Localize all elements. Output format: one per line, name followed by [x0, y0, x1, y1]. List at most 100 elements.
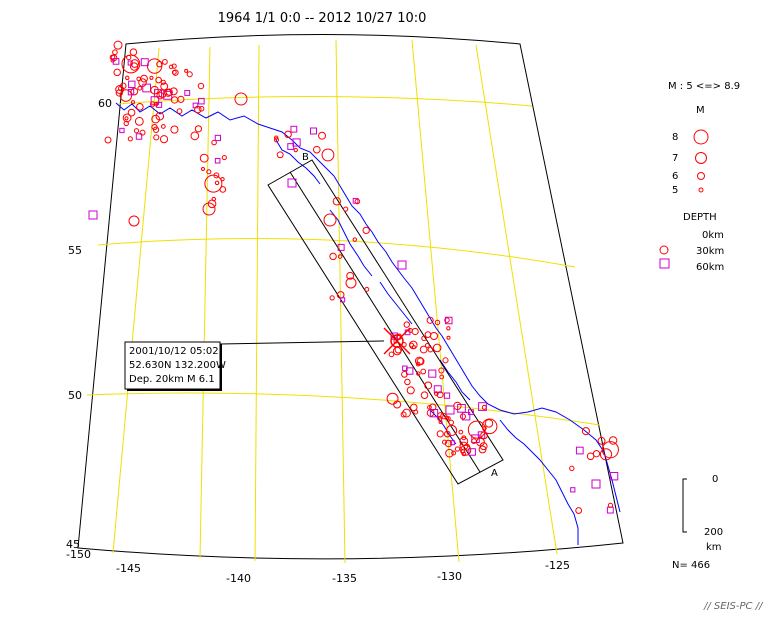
legend-depth-30-symbol: [659, 245, 669, 255]
quake-marker: [404, 378, 411, 386]
quake-marker: [393, 400, 402, 409]
quake-marker: [153, 102, 159, 107]
quake-marker-deep: [390, 332, 398, 340]
quake-marker-deep: [135, 133, 143, 140]
quake-marker: [130, 87, 139, 96]
quake-marker: [413, 409, 419, 415]
quake-marker: [198, 105, 205, 112]
quake-marker: [124, 116, 129, 121]
legend-depth-0: 0km: [702, 230, 724, 241]
quake-marker: [460, 444, 472, 456]
quake-marker: [104, 136, 112, 144]
quake-marker: [140, 74, 148, 83]
quake-marker: [160, 124, 166, 129]
quake-marker: [130, 59, 140, 68]
quake-marker: [414, 356, 424, 366]
quake-marker: [478, 445, 487, 454]
quake-marker: [170, 125, 179, 134]
quake-marker: [156, 60, 163, 68]
quake-marker: [122, 113, 132, 123]
quake-marker: [121, 54, 141, 74]
quake-marker: [434, 319, 441, 326]
quake-marker-deep: [461, 411, 471, 421]
quake-marker: [443, 430, 451, 438]
legend-mag-5-symbol: [698, 187, 704, 193]
quake-marker: [146, 58, 163, 74]
quake-marker: [458, 429, 464, 435]
quake-marker: [411, 345, 416, 350]
quake-marker-deep: [468, 448, 476, 456]
quake-marker: [160, 79, 166, 85]
quake-marker: [137, 85, 143, 91]
map-frame: [77, 34, 624, 560]
quake-marker: [152, 126, 160, 133]
scale-top: 0: [712, 474, 718, 485]
quake-marker: [444, 415, 450, 421]
legend-mag-6: 6: [672, 171, 678, 182]
quake-marker-deep: [428, 369, 437, 378]
quake-marker: [129, 48, 138, 56]
quake-marker: [421, 335, 427, 342]
legend-mag-range: M : 5 <=> 8.9: [668, 81, 740, 92]
lat-label-50: 50: [68, 389, 82, 402]
quake-marker: [569, 465, 575, 472]
quake-marker: [150, 101, 156, 107]
quake-marker: [446, 335, 451, 340]
lat-label-45: 45: [66, 538, 80, 551]
quake-marker: [352, 237, 358, 242]
quake-marker-deep: [184, 90, 191, 96]
event-location: 52.630N 132.200W: [129, 360, 226, 371]
quake-marker-deep: [609, 471, 619, 481]
event-datetime: 2001/10/12 05:02: [129, 346, 219, 357]
lon-label-125: -125: [545, 559, 570, 572]
legend-mag-8: 8: [672, 132, 678, 143]
lon-label-135: -135: [332, 572, 357, 585]
quake-marker: [206, 169, 212, 175]
quake-marker: [332, 197, 341, 206]
quake-marker: [274, 135, 279, 140]
quake-marker: [162, 59, 168, 65]
quake-marker: [438, 367, 445, 374]
quake-marker: [202, 202, 216, 216]
scale-unit: km: [706, 542, 722, 553]
quake-marker: [362, 226, 370, 235]
quake-marker: [402, 408, 411, 418]
quake-marker: [276, 151, 284, 159]
quake-marker-deep: [397, 260, 407, 270]
quake-marker: [155, 76, 162, 84]
quake-marker-deep: [443, 392, 451, 399]
quake-marker: [400, 411, 407, 418]
quake-marker: [354, 198, 361, 205]
quake-marker-deep: [457, 404, 466, 413]
event-depth-magnitude: Dep. 20km M 6.1: [129, 374, 215, 385]
quake-marker: [601, 441, 619, 459]
lat-label-55: 55: [68, 244, 82, 257]
quake-marker: [445, 448, 454, 458]
quake-marker-deep: [292, 138, 301, 147]
quake-marker: [581, 427, 590, 436]
quake-marker: [346, 271, 355, 280]
quake-marker: [436, 391, 444, 399]
quake-marker: [318, 131, 327, 140]
quake-marker: [293, 147, 298, 153]
quake-marker-deep: [119, 127, 125, 134]
quake-marker: [592, 450, 601, 458]
legend-mag-title: M: [696, 105, 705, 116]
quake-marker-deep: [606, 506, 614, 514]
legend: M : 5 <=> 8.9 M 8 7 6 5 DEPTH 0km 30km 6…: [659, 81, 740, 571]
quake-marker-deep: [444, 316, 453, 325]
quake-marker: [460, 449, 466, 454]
legend-depth-60-symbol: [659, 258, 670, 269]
lon-label-145: -145: [116, 562, 141, 575]
quake-marker: [171, 69, 177, 75]
quake-marker: [597, 436, 606, 445]
selected-event-marker[interactable]: [383, 327, 411, 355]
quake-marker-deep: [429, 409, 439, 418]
quake-marker: [171, 63, 177, 69]
quake-marker: [139, 129, 146, 136]
quake-marker-deep: [198, 97, 205, 105]
quake-marker-deep: [570, 487, 576, 493]
quake-marker: [119, 82, 127, 90]
quake-marker: [155, 111, 165, 121]
event-info-box[interactable]: 2001/10/12 05:02 52.630N 132.200W Dep. 2…: [124, 341, 226, 391]
